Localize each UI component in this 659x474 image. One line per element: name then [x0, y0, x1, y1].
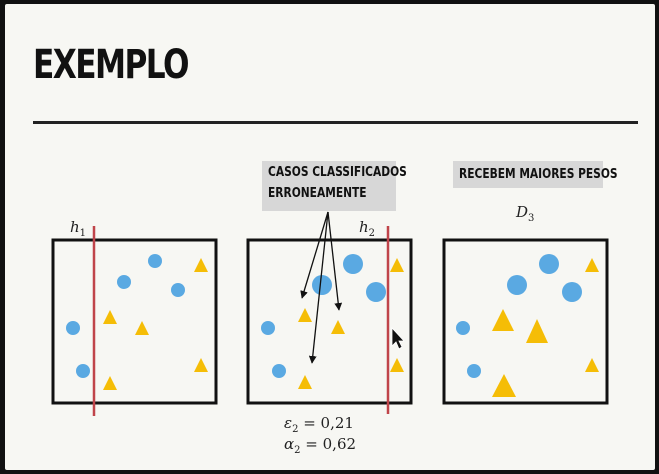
- triangle-point: [103, 376, 117, 390]
- slide: EXEMPLO: [5, 4, 655, 470]
- circle-point: [507, 275, 527, 295]
- higher-weights-callout: RECEBEM MAIORES PESOS: [453, 161, 618, 188]
- callout-arrows: [300, 211, 343, 364]
- callout-arrow: [300, 211, 329, 299]
- triangle-point: [526, 319, 548, 343]
- circle-point: [117, 275, 131, 289]
- panel-h2-frame: [246, 238, 413, 405]
- circle-point: [562, 282, 582, 302]
- triangle-point: [103, 310, 117, 324]
- panel-h1: [51, 226, 218, 416]
- circle-point: [261, 321, 275, 335]
- circle-point: [343, 254, 363, 274]
- triangle-point: [585, 258, 599, 272]
- higher-weights-label: RECEBEM MAIORES PESOS: [459, 167, 618, 182]
- title-divider: [33, 121, 638, 124]
- epsilon-stat: ε2 = 0,21: [284, 414, 354, 435]
- triangle-point: [194, 258, 208, 272]
- triangle-point: [492, 374, 516, 397]
- circle-point: [467, 364, 481, 378]
- circle-point: [456, 321, 470, 335]
- circle-point: [148, 254, 162, 268]
- triangle-point: [194, 358, 208, 372]
- misclassified-line-1: CASOS CLASSIFICADOS: [268, 165, 407, 180]
- triangle-point: [585, 358, 599, 372]
- h2-label: h2: [359, 218, 376, 239]
- triangle-point: [390, 258, 404, 272]
- triangle-point: [492, 309, 514, 331]
- misclassified-callout: CASOS CLASSIFICADOS ERRONEAMENTE: [262, 161, 407, 211]
- circle-point: [539, 254, 559, 274]
- triangle-point: [390, 358, 404, 372]
- triangle-point: [135, 321, 149, 335]
- panel-d3: [442, 238, 609, 405]
- alpha-stat: α2 = 0,62: [284, 435, 357, 456]
- circle-point: [366, 282, 386, 302]
- triangle-point: [298, 375, 312, 389]
- circle-point: [76, 364, 90, 378]
- triangle-point: [331, 320, 345, 334]
- slide-title: EXEMPLO: [33, 42, 190, 88]
- circle-point: [66, 321, 80, 335]
- callout-arrow: [327, 211, 343, 311]
- circle-point: [272, 364, 286, 378]
- d3-label: D3: [516, 203, 535, 224]
- panel-h2: [246, 226, 413, 414]
- circle-point: [312, 275, 332, 295]
- triangle-point: [298, 308, 312, 322]
- callout-arrow: [308, 211, 329, 364]
- h1-label: h1: [70, 218, 87, 239]
- misclassified-line-2: ERRONEAMENTE: [268, 186, 367, 201]
- panel-h1-frame: [51, 238, 218, 405]
- panel-d3-frame: [442, 238, 609, 405]
- circle-point: [171, 283, 185, 297]
- mouse-cursor-icon: [391, 326, 405, 350]
